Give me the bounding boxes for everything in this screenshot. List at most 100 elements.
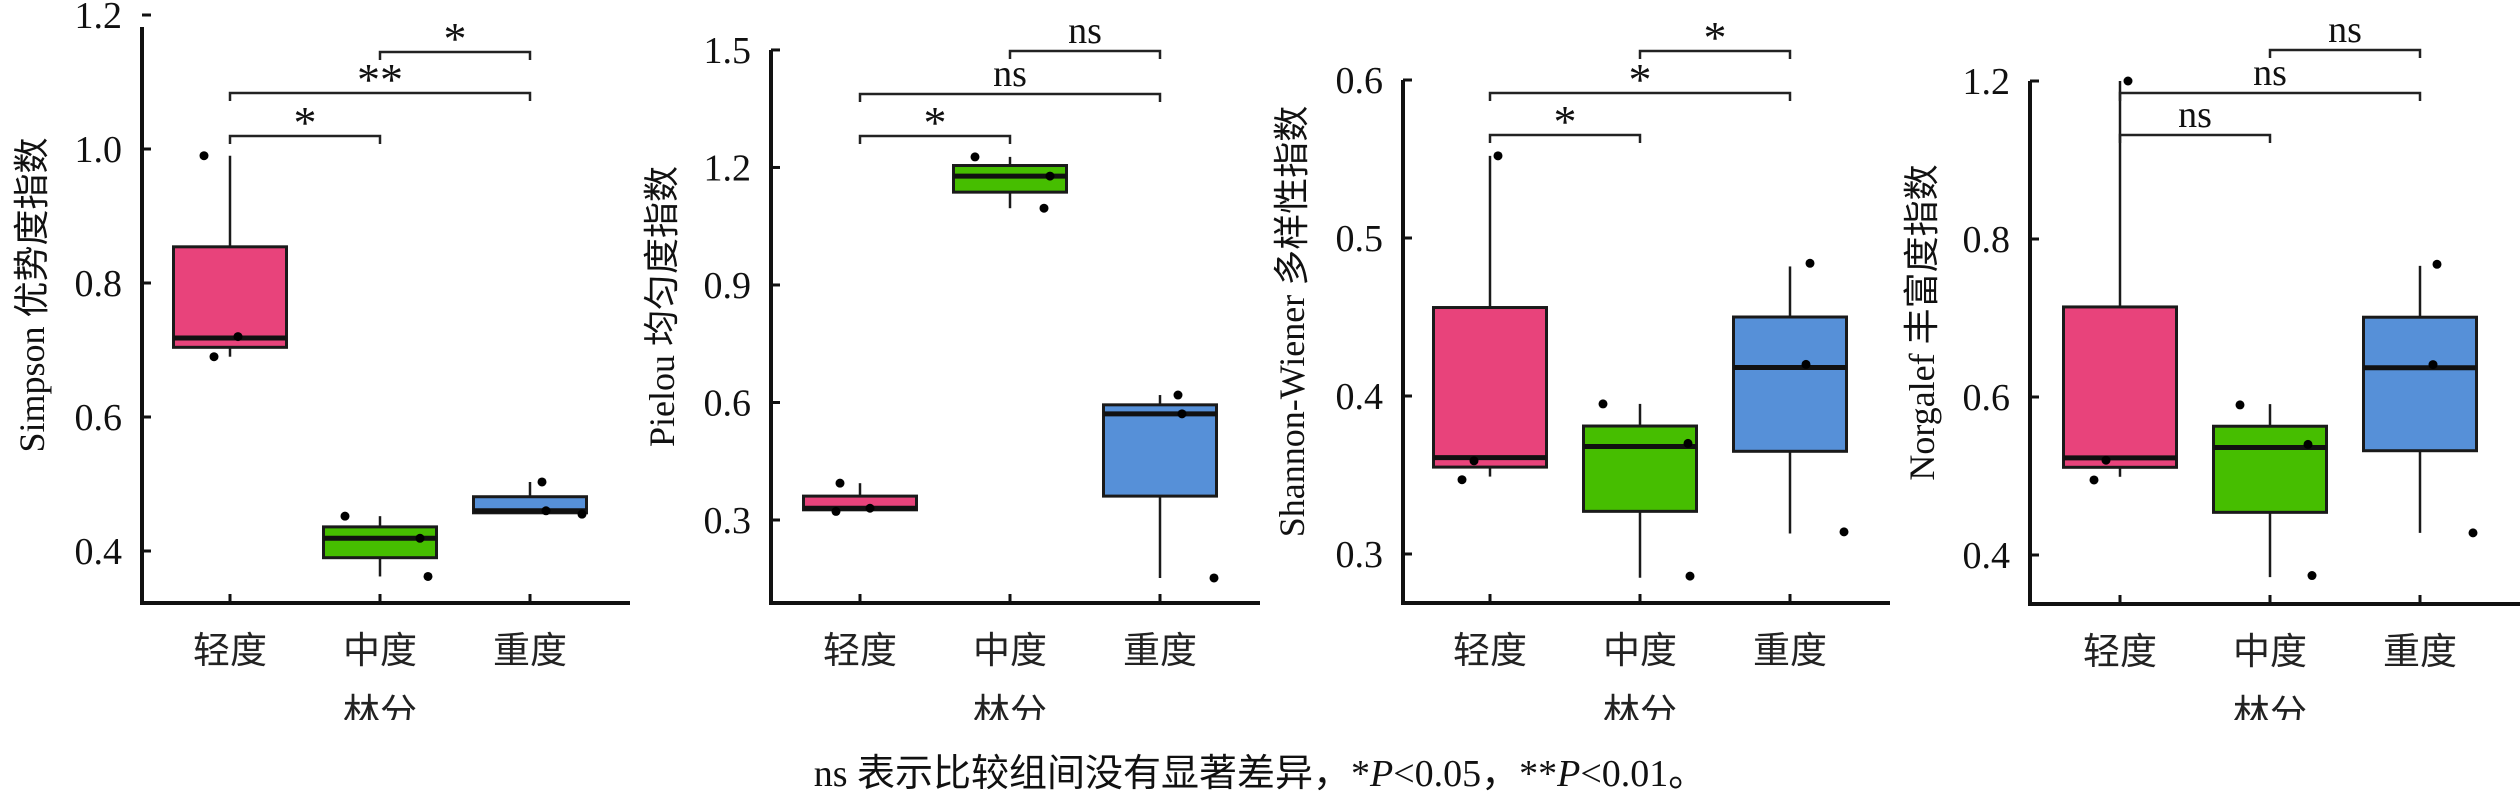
- data-point: [2307, 571, 2317, 581]
- y-tick-label: 0.8: [1963, 219, 2011, 261]
- data-point: [835, 478, 845, 488]
- x-category-label: 轻度: [1453, 629, 1527, 672]
- bracket-line: [858, 92, 1162, 102]
- x-axis-title: 林分: [343, 691, 417, 720]
- data-point: [199, 151, 209, 161]
- data-point: [1045, 171, 1055, 181]
- caption-suffix: <0.01。: [1580, 753, 1707, 795]
- x-category-label: 轻度: [2083, 630, 2157, 673]
- data-point: [1493, 151, 1503, 161]
- bracket-line: [1638, 49, 1792, 59]
- box-moderate: [322, 511, 438, 581]
- y-tick-label: 0.6: [1963, 377, 2011, 419]
- box-heavy: [472, 477, 588, 519]
- y-axis-title: Norgalef 丰富度指数: [1902, 164, 1942, 480]
- y-tick-label: 0.6: [1336, 60, 1384, 102]
- y-tick-label: 1.2: [1963, 61, 2011, 103]
- data-point: [2468, 528, 2478, 538]
- significance-label: ns: [2178, 94, 2212, 136]
- data-point: [209, 352, 219, 362]
- chart-norgalef: 1.2 0.8 0.6 0.4 Norgalef 丰富度指数 轻度 中度 重度 林分 ns ns ns: [1890, 0, 2520, 720]
- significance-bracket: *: [228, 97, 382, 148]
- iqr-box: [2212, 424, 2328, 514]
- box-moderate: [2212, 400, 2328, 581]
- x-category-label: 中度: [973, 629, 1047, 672]
- data-point: [1685, 571, 1695, 581]
- data-point: [2235, 400, 2245, 410]
- chart-simpson: 1.2 1.0 0.8 0.6 0.4 Simpson 优势度指数 轻度 中度 重度 林分 * ** *: [0, 0, 630, 720]
- significance-label: *: [444, 13, 467, 64]
- data-point: [970, 152, 980, 162]
- significance-label: *: [1704, 12, 1727, 63]
- data-point: [1039, 203, 1049, 213]
- y-tick-label: 0.9: [704, 265, 752, 307]
- iqr-box: [2062, 305, 2178, 469]
- significance-bracket: ns: [1008, 10, 1162, 59]
- x-category-label: 轻度: [193, 629, 267, 672]
- caption-mid: <0.05，**: [1393, 753, 1558, 795]
- y-axis-title: Shannon-Wiener 多样性指数: [1272, 106, 1312, 537]
- iqr-box: [1432, 306, 1548, 469]
- iqr-box: [1102, 403, 1218, 498]
- box-light: [172, 151, 288, 362]
- x-category-label: 中度: [2233, 630, 2307, 673]
- chart-shannon-wiener: 0.6 0.5 0.4 0.3 Shannon-Wiener 多样性指数 轻度 中度 重度 林分…: [1260, 0, 1890, 720]
- iqr-box: [1732, 315, 1848, 453]
- box-heavy: [1102, 390, 1219, 583]
- data-point: [233, 332, 243, 342]
- box-heavy: [2362, 259, 2478, 538]
- bracket-line: [858, 134, 1012, 144]
- significance-label: **: [357, 54, 403, 105]
- data-point: [1177, 409, 1187, 419]
- iqr-box: [1582, 424, 1698, 513]
- caption-p2: P: [1557, 753, 1581, 795]
- x-axis-title: 林分: [2233, 692, 2307, 720]
- data-point: [2303, 439, 2313, 449]
- y-tick-label: 0.3: [704, 500, 752, 542]
- x-axis-title: 林分: [973, 691, 1047, 720]
- y-tick-label: 0.6: [704, 382, 752, 424]
- box-light: [802, 478, 918, 516]
- significance-bracket: *: [1488, 96, 1642, 147]
- data-point: [1801, 359, 1811, 369]
- data-point: [1683, 438, 1693, 448]
- data-point: [1173, 390, 1183, 400]
- significance-label: *: [1629, 54, 1652, 105]
- bracket-line: [2268, 48, 2422, 58]
- x-category-label: 重度: [493, 629, 567, 672]
- bracket-line: [2118, 133, 2272, 143]
- box-moderate: [952, 152, 1068, 213]
- data-point: [1805, 258, 1815, 268]
- bracket-line: [378, 50, 532, 60]
- y-tick-label: 0.4: [1963, 535, 2011, 577]
- significance-bracket: ns: [2118, 94, 2272, 143]
- x-category-label: 重度: [2383, 630, 2457, 673]
- y-tick-label: 0.8: [75, 263, 123, 305]
- significance-bracket: ns: [2118, 52, 2422, 101]
- data-point: [2089, 475, 2099, 485]
- y-tick-label: 0.3: [1336, 534, 1384, 576]
- x-category-label: 重度: [1123, 629, 1197, 672]
- significance-label: *: [1554, 96, 1577, 147]
- data-point: [831, 506, 841, 516]
- data-point: [865, 503, 875, 513]
- bracket-line: [2118, 91, 2422, 101]
- box-heavy: [1732, 258, 1849, 537]
- significance-bracket: *: [378, 13, 532, 64]
- data-point: [577, 509, 587, 519]
- data-point: [541, 506, 551, 516]
- y-axis-title: Pielou 均匀度指数: [642, 166, 682, 447]
- data-point: [1839, 527, 1849, 537]
- significance-bracket: **: [228, 54, 532, 105]
- significance-bracket: ns: [2268, 9, 2422, 58]
- data-point: [1469, 456, 1479, 466]
- y-axis-title: Simpson 优势度指数: [12, 137, 52, 452]
- figure-caption: ns 表示比较组间没有显著差异，*P<0.05，**P<0.01。: [0, 742, 2520, 797]
- significance-label: ns: [2328, 9, 2362, 51]
- y-tick-label: 1.2: [75, 0, 123, 37]
- y-tick-label: 0.4: [1336, 376, 1384, 418]
- x-axis-title: 林分: [1603, 691, 1677, 720]
